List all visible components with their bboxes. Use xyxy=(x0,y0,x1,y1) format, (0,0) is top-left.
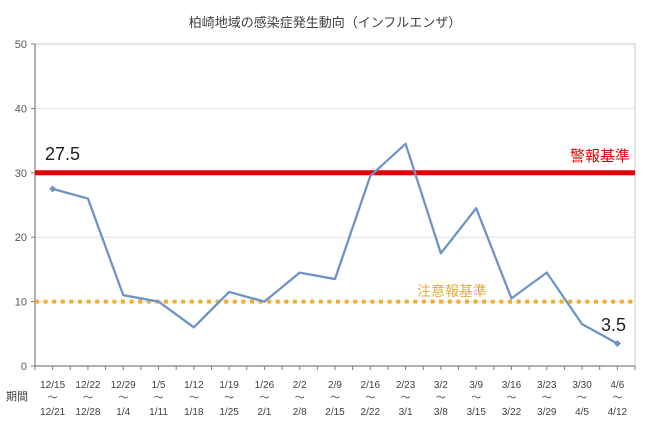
x-axis-category-label: 3/16 ～ 3/22 xyxy=(502,380,522,418)
x-axis-category-label: 1/19 ～ 1/25 xyxy=(219,380,239,418)
last-point-value-label: 3.5 xyxy=(601,315,626,335)
advisory-threshold-label: 注意報基準 xyxy=(417,283,487,299)
x-axis-category-label: 3/30 ～ 4/5 xyxy=(572,380,592,418)
x-axis-category-label: 2/9 ～ 2/15 xyxy=(325,380,345,418)
x-axis-category-label: 12/22 ～ 12/28 xyxy=(75,380,100,418)
x-axis-category-label: 3/23 ～ 3/29 xyxy=(537,380,557,418)
y-axis-tick-label: 40 xyxy=(15,103,27,115)
x-axis-category-label: 1/5 ～ 1/11 xyxy=(149,380,168,418)
warning-threshold-label: 警報基準 xyxy=(570,148,630,165)
x-axis-category-label: 12/15 ～ 12/21 xyxy=(40,380,65,418)
y-axis-tick-label: 10 xyxy=(15,297,27,309)
x-axis-category-label: 4/6 ～ 4/12 xyxy=(608,380,628,418)
data-series-line xyxy=(51,142,619,345)
x-axis-category-label: 2/23 ～ 3/1 xyxy=(396,380,416,418)
data-point-marker xyxy=(613,339,621,347)
x-axis-category-label: 1/26 ～ 2/1 xyxy=(255,380,275,418)
y-axis-tick-label: 20 xyxy=(15,232,27,244)
y-axis-tick-label: 0 xyxy=(21,361,27,373)
chart-title: 柏崎地域の感染症発生動向（インフルエンザ） xyxy=(189,15,462,30)
x-axis-category-label: 3/9 ～ 3/15 xyxy=(466,380,486,418)
y-axis-tick-label: 50 xyxy=(15,39,27,51)
first-point-value-label: 27.5 xyxy=(45,144,80,164)
data-point-marker xyxy=(49,185,57,193)
x-axis-category-label: 1/12 ～ 1/18 xyxy=(184,380,204,418)
y-axis-tick-label: 30 xyxy=(15,168,27,180)
x-axis-title: 期間 xyxy=(6,390,28,403)
x-axis-category-label: 3/2 ～ 3/8 xyxy=(434,380,448,418)
x-axis-category-label: 2/2 ～ 2/8 xyxy=(293,380,307,418)
x-axis-category-label: 12/29 ～ 1/4 xyxy=(111,380,136,418)
plot-layer: 0 10 20 30 40 50 12/15 ～ 12/21 12/22 ～ 12/28 12/29 ～ 1… xyxy=(15,39,636,418)
plot-border xyxy=(34,43,636,367)
x-axis-category-label: 2/16 ～ 2/22 xyxy=(361,380,381,418)
